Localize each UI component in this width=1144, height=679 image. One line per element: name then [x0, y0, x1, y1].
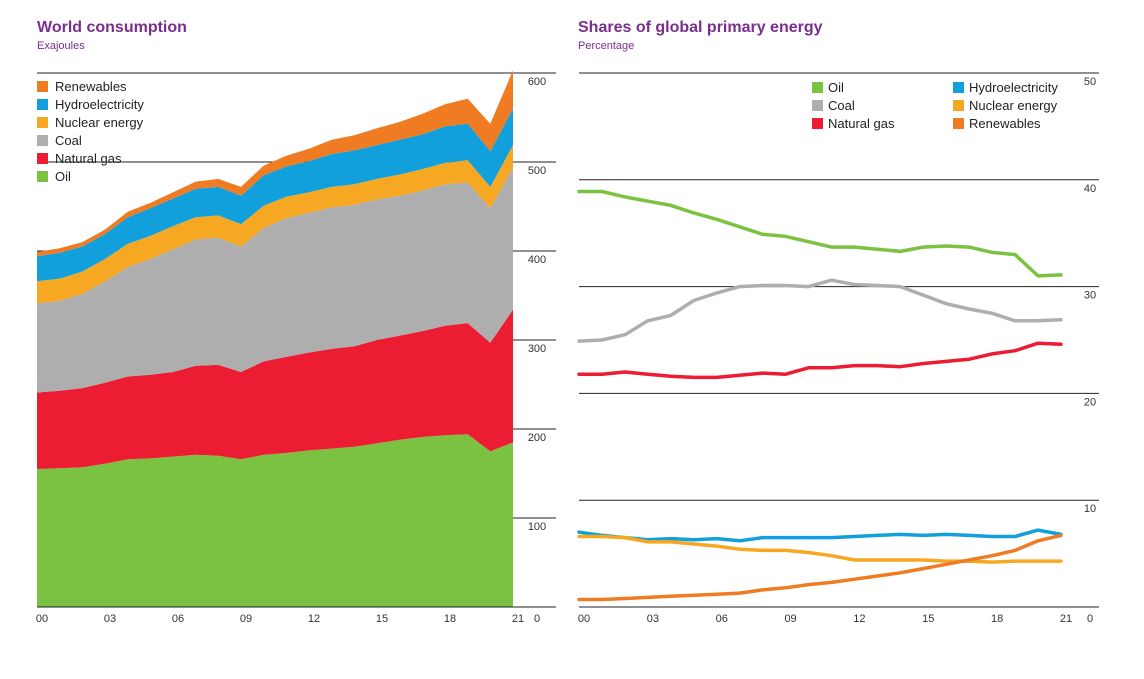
line-series-hydroelectricity — [577, 528, 1063, 543]
area-legend-label-nuclear-energy: Nuclear energy — [55, 115, 144, 130]
line-xtick-label-15: 15 — [922, 613, 934, 625]
line-ytick-label-10: 10 — [1084, 503, 1096, 515]
area-ytick-label-400: 400 — [528, 254, 546, 266]
line-xtick-label-12: 12 — [853, 613, 865, 625]
area-legend-swatch-oil — [37, 171, 48, 182]
line-legend-swatch-renewables — [953, 118, 964, 129]
line-legend-swatch-hydroelectricity — [953, 82, 964, 93]
area-chart-axis: 0 100 200 300 400 500 600 00 03 06 09 12 15 18 21 — [36, 76, 556, 625]
area-ytick-label-100: 100 — [528, 521, 546, 533]
chart2-title: Shares of global primary energy — [578, 19, 823, 36]
area-xtick-label-06: 06 — [172, 613, 184, 625]
line-series-renewables — [577, 533, 1063, 602]
chart1-subtitle: Exajoules — [37, 40, 85, 52]
area-chart-plot — [37, 70, 513, 607]
area-series-renewables — [37, 70, 513, 257]
line-xtick-label-06: 06 — [716, 613, 728, 625]
area-xtick-label-12: 12 — [308, 613, 320, 625]
area-legend-label-natural-gas: Natural gas — [55, 151, 122, 166]
line-ytick-label-0: 0 — [1087, 613, 1093, 625]
line-xtick-label-18: 18 — [991, 613, 1003, 625]
area-xtick-label-21: 21 — [512, 613, 524, 625]
line-ytick-label-20: 20 — [1084, 396, 1096, 408]
line-ytick-label-40: 40 — [1084, 183, 1096, 195]
area-ytick-label-200: 200 — [528, 432, 546, 444]
line-xtick-label-03: 03 — [647, 613, 659, 625]
area-legend-swatch-nuclear-energy — [37, 117, 48, 128]
area-legend-label-coal: Coal — [55, 133, 82, 148]
line-legend-label-renewables: Renewables — [969, 116, 1041, 131]
line-legend-label-natural-gas: Natural gas — [828, 116, 895, 131]
line-xtick-label-09: 09 — [784, 613, 796, 625]
line-legend-label-coal: Coal — [828, 98, 855, 113]
area-series-coal — [37, 167, 513, 393]
line-legend-swatch-natural-gas — [812, 118, 823, 129]
area-legend-swatch-coal — [37, 135, 48, 146]
line-chart-grid — [579, 72, 1099, 501]
line-legend-label-nuclear-energy: Nuclear energy — [969, 98, 1058, 113]
area-series-hydroelectricity — [37, 108, 513, 282]
area-legend-label-renewables: Renewables — [55, 79, 127, 94]
area-xtick-label-09: 09 — [240, 613, 252, 625]
area-ytick-label-600: 600 — [528, 76, 546, 88]
line-xtick-label-00: 00 — [578, 613, 590, 625]
area-xtick-label-00: 00 — [36, 613, 48, 625]
area-legend-label-hydroelectricity: Hydroelectricity — [55, 97, 144, 112]
area-xtick-label-18: 18 — [444, 613, 456, 625]
area-series-natural-gas — [37, 309, 513, 469]
chart1-title: World consumption — [37, 19, 187, 36]
line-legend-swatch-oil — [812, 82, 823, 93]
area-legend-swatch-hydroelectricity — [37, 99, 48, 110]
line-series-nuclear-energy — [577, 534, 1063, 564]
line-legend-label-hydroelectricity: Hydroelectricity — [969, 80, 1058, 95]
line-legend-swatch-coal — [812, 100, 823, 111]
line-xtick-label-21: 21 — [1060, 613, 1072, 625]
area-series-oil — [37, 434, 513, 607]
area-chart-legend: Renewables Hydroelectricity Nuclear energy… — [37, 79, 144, 184]
area-legend-label-oil: Oil — [55, 169, 71, 184]
line-series-coal — [577, 278, 1063, 343]
area-series-nuclear-energy — [37, 145, 513, 304]
line-series-natural-gas — [577, 341, 1063, 380]
chart2-subtitle: Percentage — [578, 40, 635, 52]
line-chart-plot — [577, 189, 1063, 602]
area-ytick-label-500: 500 — [528, 165, 546, 177]
area-xtick-label-03: 03 — [104, 613, 116, 625]
area-xtick-label-15: 15 — [376, 613, 388, 625]
line-legend-label-oil: Oil — [828, 80, 844, 95]
line-chart-legend: Oil Coal Natural gas Hydroelectricity Nuclea… — [812, 80, 1058, 131]
line-series-oil — [577, 189, 1063, 278]
line-legend-swatch-nuclear-energy — [953, 100, 964, 111]
area-ytick-label-0: 0 — [534, 613, 540, 625]
line-ytick-label-50: 50 — [1084, 76, 1096, 88]
area-legend-swatch-renewables — [37, 81, 48, 92]
line-chart-axis: 0 10 20 30 40 50 00 03 06 09 12 15 18 21 — [578, 76, 1099, 625]
line-ytick-label-30: 30 — [1084, 290, 1096, 302]
area-ytick-label-300: 300 — [528, 343, 546, 355]
area-legend-swatch-natural-gas — [37, 153, 48, 164]
